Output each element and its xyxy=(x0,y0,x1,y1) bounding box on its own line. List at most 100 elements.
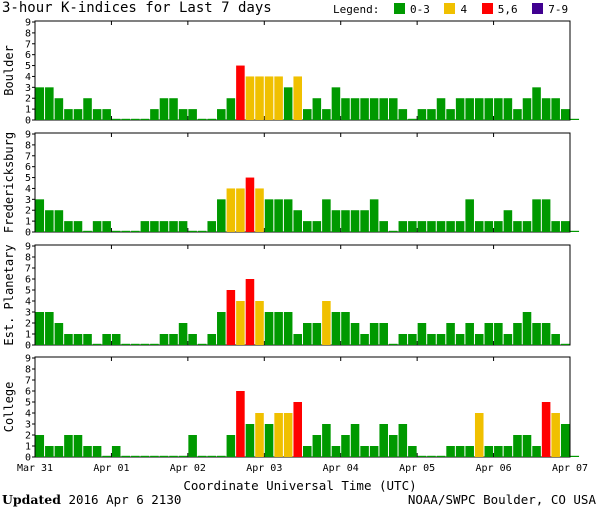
kp-bar xyxy=(560,221,570,232)
kp-bar xyxy=(207,455,217,457)
y-tick-label: 0 xyxy=(25,116,31,127)
kp-bar xyxy=(159,98,169,120)
kp-bar xyxy=(551,98,560,120)
kp-bar xyxy=(427,334,436,345)
kp-bar xyxy=(446,446,455,457)
kp-bar xyxy=(503,98,513,120)
kp-bar xyxy=(350,323,360,345)
kp-bar xyxy=(427,455,436,457)
kp-bar xyxy=(570,118,580,120)
chart-legend: Legend: 0-3 4 5,6 7-9 xyxy=(333,3,568,16)
kp-bar xyxy=(35,199,45,232)
kp-bar xyxy=(92,343,102,345)
kp-bar xyxy=(303,109,312,120)
kp-bar xyxy=(54,446,64,457)
y-tick-label: 7 xyxy=(25,376,31,387)
y-tick-label: 2 xyxy=(25,319,31,330)
kp-bar xyxy=(560,424,570,457)
kp-bar xyxy=(293,334,302,345)
y-tick-label: 6 xyxy=(25,387,31,398)
kp-bar xyxy=(169,455,178,457)
kp-bar xyxy=(369,446,379,457)
legend-title: Legend: xyxy=(333,3,380,16)
kp-bar xyxy=(283,413,293,457)
x-axis-title: Coordinate Universal Time (UTC) xyxy=(183,478,417,493)
kp-bar xyxy=(188,109,197,120)
footer-credit: NOAA/SWPC Boulder, CO USA xyxy=(407,492,596,507)
kp-bar xyxy=(64,221,73,232)
kp-bar xyxy=(541,199,551,232)
kp-bar xyxy=(274,312,283,345)
kp-bar xyxy=(64,435,73,457)
kp-bar xyxy=(293,402,302,457)
kp-bar xyxy=(551,334,560,345)
y-tick-label: 9 xyxy=(25,354,31,365)
kp-bar xyxy=(274,199,283,232)
kp-bar xyxy=(121,230,131,232)
x-tick-label: Apr 04 xyxy=(323,463,359,474)
kp-bar xyxy=(436,98,446,120)
kp-bar xyxy=(121,455,131,457)
kp-bar xyxy=(513,323,522,345)
kp-bar xyxy=(217,455,226,457)
kp-bar xyxy=(465,323,474,345)
kp-bar xyxy=(408,334,417,345)
y-tick-label: 0 xyxy=(25,341,31,352)
kp-bar xyxy=(427,221,436,232)
x-tick-label: Apr 06 xyxy=(476,463,512,474)
kp-bar xyxy=(341,435,350,457)
kp-bar xyxy=(92,446,102,457)
kp-bar xyxy=(293,210,302,232)
kp-bar xyxy=(398,109,408,120)
kp-bar xyxy=(226,98,236,120)
kp-bar xyxy=(245,177,255,232)
kp-bar xyxy=(436,455,446,457)
kp-bar xyxy=(197,343,207,345)
y-tick-label: 7 xyxy=(25,264,31,275)
kp-bar xyxy=(427,109,436,120)
y-tick-label: 3 xyxy=(25,83,31,94)
kp-bar xyxy=(494,323,503,345)
y-tick-label: 6 xyxy=(25,275,31,286)
kp-bar xyxy=(255,188,264,232)
legend-label-0-3: 0-3 xyxy=(409,3,430,16)
kp-bar xyxy=(140,455,150,457)
kp-bar xyxy=(408,221,417,232)
legend-swatch-4 xyxy=(444,3,456,14)
kp-bar xyxy=(83,98,92,120)
panel-label: Boulder xyxy=(2,45,16,96)
kp-bar xyxy=(360,98,369,120)
y-tick-label: 1 xyxy=(25,442,31,453)
kp-bar xyxy=(455,98,465,120)
y-tick-label: 6 xyxy=(25,50,31,61)
kp-bar xyxy=(236,301,245,345)
kp-bar xyxy=(197,230,207,232)
kp-bar xyxy=(484,221,494,232)
kp-bar xyxy=(140,118,150,120)
kp-bar xyxy=(264,312,274,345)
kp-bar xyxy=(111,118,121,120)
kp-bar xyxy=(54,210,64,232)
x-tick-label: Apr 07 xyxy=(552,463,588,474)
kp-bar xyxy=(35,87,45,120)
kp-bar xyxy=(446,323,455,345)
kp-bar xyxy=(169,221,178,232)
kp-bar xyxy=(417,455,427,457)
kp-bar xyxy=(274,76,283,120)
kp-bar xyxy=(388,98,398,120)
kp-bar xyxy=(274,413,283,457)
kp-bar xyxy=(121,343,131,345)
x-tick-label: Apr 02 xyxy=(170,463,206,474)
kp-bar xyxy=(83,334,92,345)
kp-bar xyxy=(236,391,245,457)
y-tick-label: 8 xyxy=(25,365,31,376)
kp-bar xyxy=(45,210,54,232)
kp-bar xyxy=(551,221,560,232)
panel-label: College xyxy=(2,382,16,433)
kp-bar xyxy=(236,188,245,232)
kp-bar xyxy=(522,435,532,457)
kp-bar xyxy=(446,109,455,120)
kp-bar xyxy=(417,109,427,120)
kp-bar xyxy=(465,199,474,232)
kp-bar xyxy=(73,109,83,120)
